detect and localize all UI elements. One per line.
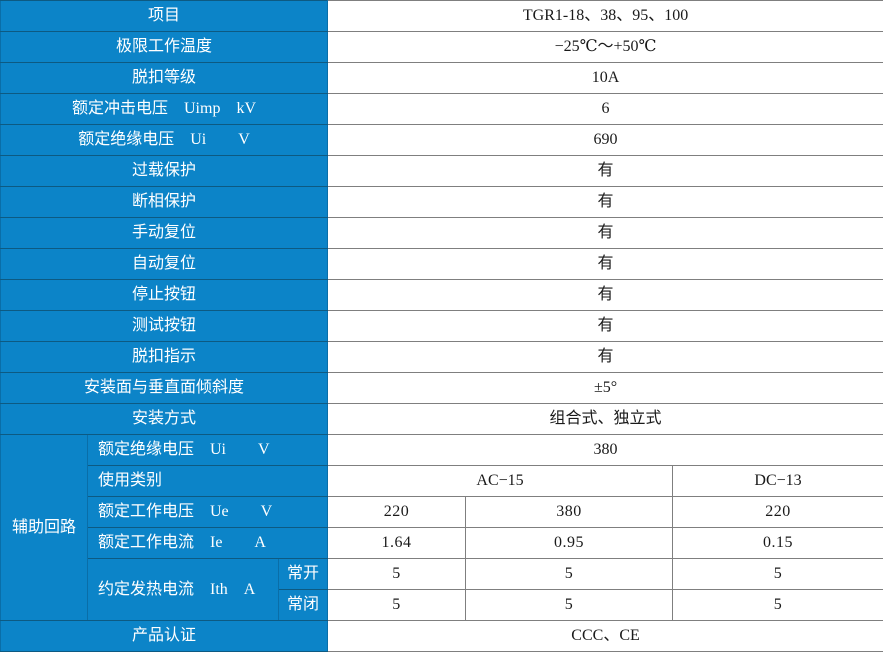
row-value-item: TGR1-18、38、95、100 [328, 1, 883, 32]
aux-value-utilization-category-ac: AC−15 [328, 466, 673, 497]
aux-value-thermal-nc-1: 5 [328, 590, 466, 621]
row-label-phase-loss-protection: 断相保护 [1, 187, 328, 218]
table-row: 脱扣等级 10A [1, 63, 883, 94]
aux-value-utilization-category-dc: DC−13 [673, 466, 883, 497]
row-label-manual-reset: 手动复位 [1, 218, 328, 249]
table-row: 极限工作温度 −25℃～+50℃ [1, 32, 883, 63]
row-label-test-button: 测试按钮 [1, 311, 328, 342]
row-label-trip-class: 脱扣等级 [1, 63, 328, 94]
aux-label-utilization-category: 使用类别 [88, 466, 328, 497]
aux-label-normally-closed: 常闭 [279, 590, 328, 621]
aux-value-working-voltage-2: 380 [466, 497, 673, 528]
aux-value-thermal-nc-3: 5 [673, 590, 883, 621]
row-label-stop-button: 停止按钮 [1, 280, 328, 311]
table-row-aux-working-voltage: 额定工作电压 Ue V 220 380 220 [1, 497, 883, 528]
table-row: 项目 TGR1-18、38、95、100 [1, 1, 883, 32]
aux-value-insulation-voltage: 380 [328, 435, 883, 466]
row-value-limit-temperature: −25℃～+50℃ [328, 32, 883, 63]
row-label-impulse-voltage: 额定冲击电压 Uimp kV [1, 94, 328, 125]
row-label-overload-protection: 过载保护 [1, 156, 328, 187]
table-row: 断相保护 有 [1, 187, 883, 218]
aux-value-thermal-nc-2: 5 [466, 590, 673, 621]
row-label-insulation-voltage: 额定绝缘电压 Ui V [1, 125, 328, 156]
table-row: 额定绝缘电压 Ui V 690 [1, 125, 883, 156]
table-row-certification: 产品认证 CCC、CE [1, 621, 883, 652]
aux-label-working-voltage: 额定工作电压 Ue V [88, 497, 328, 528]
row-value-overload-protection: 有 [328, 156, 883, 187]
row-value-insulation-voltage: 690 [328, 125, 883, 156]
table-row: 安装方式 组合式、独立式 [1, 404, 883, 435]
row-value-phase-loss-protection: 有 [328, 187, 883, 218]
row-label-limit-temperature: 极限工作温度 [1, 32, 328, 63]
aux-label-normally-open: 常开 [279, 559, 328, 590]
table-row: 测试按钮 有 [1, 311, 883, 342]
row-label-auto-reset: 自动复位 [1, 249, 328, 280]
row-label-mounting-tilt: 安装面与垂直面倾斜度 [1, 373, 328, 404]
table-row: 停止按钮 有 [1, 280, 883, 311]
row-value-trip-class: 10A [328, 63, 883, 94]
aux-value-thermal-no-3: 5 [673, 559, 883, 590]
aux-value-working-current-1: 1.64 [328, 528, 466, 559]
row-value-mounting-tilt: ±5° [328, 373, 883, 404]
row-label-item: 项目 [1, 1, 328, 32]
aux-label-thermal-current: 约定发热电流 Ith A [88, 559, 279, 621]
table-row: 安装面与垂直面倾斜度 ±5° [1, 373, 883, 404]
row-value-manual-reset: 有 [328, 218, 883, 249]
table-row: 额定冲击电压 Uimp kV 6 [1, 94, 883, 125]
aux-group-label: 辅助回路 [1, 435, 88, 621]
table-row: 手动复位 有 [1, 218, 883, 249]
row-value-trip-indication: 有 [328, 342, 883, 373]
row-label-mounting-type: 安装方式 [1, 404, 328, 435]
row-value-certification: CCC、CE [328, 621, 883, 652]
table-row-aux-insulation-voltage: 辅助回路 额定绝缘电压 Ui V 380 [1, 435, 883, 466]
table-row: 自动复位 有 [1, 249, 883, 280]
row-value-test-button: 有 [328, 311, 883, 342]
table-row: 脱扣指示 有 [1, 342, 883, 373]
table-row-aux-thermal-current-no: 约定发热电流 Ith A 常开 5 5 5 [1, 559, 883, 590]
aux-value-working-current-3: 0.15 [673, 528, 883, 559]
aux-label-working-current: 额定工作电流 Ie A [88, 528, 328, 559]
aux-value-working-voltage-3: 220 [673, 497, 883, 528]
row-value-stop-button: 有 [328, 280, 883, 311]
row-label-trip-indication: 脱扣指示 [1, 342, 328, 373]
aux-value-working-current-2: 0.95 [466, 528, 673, 559]
row-value-mounting-type: 组合式、独立式 [328, 404, 883, 435]
row-label-certification: 产品认证 [1, 621, 328, 652]
aux-value-thermal-no-2: 5 [466, 559, 673, 590]
aux-value-working-voltage-1: 220 [328, 497, 466, 528]
table-row: 过载保护 有 [1, 156, 883, 187]
table-row-aux-utilization-category: 使用类别 AC−15 DC−13 [1, 466, 883, 497]
table-row-aux-working-current: 额定工作电流 Ie A 1.64 0.95 0.15 [1, 528, 883, 559]
row-value-impulse-voltage: 6 [328, 94, 883, 125]
row-value-auto-reset: 有 [328, 249, 883, 280]
aux-value-thermal-no-1: 5 [328, 559, 466, 590]
aux-label-insulation-voltage: 额定绝缘电压 Ui V [88, 435, 328, 466]
